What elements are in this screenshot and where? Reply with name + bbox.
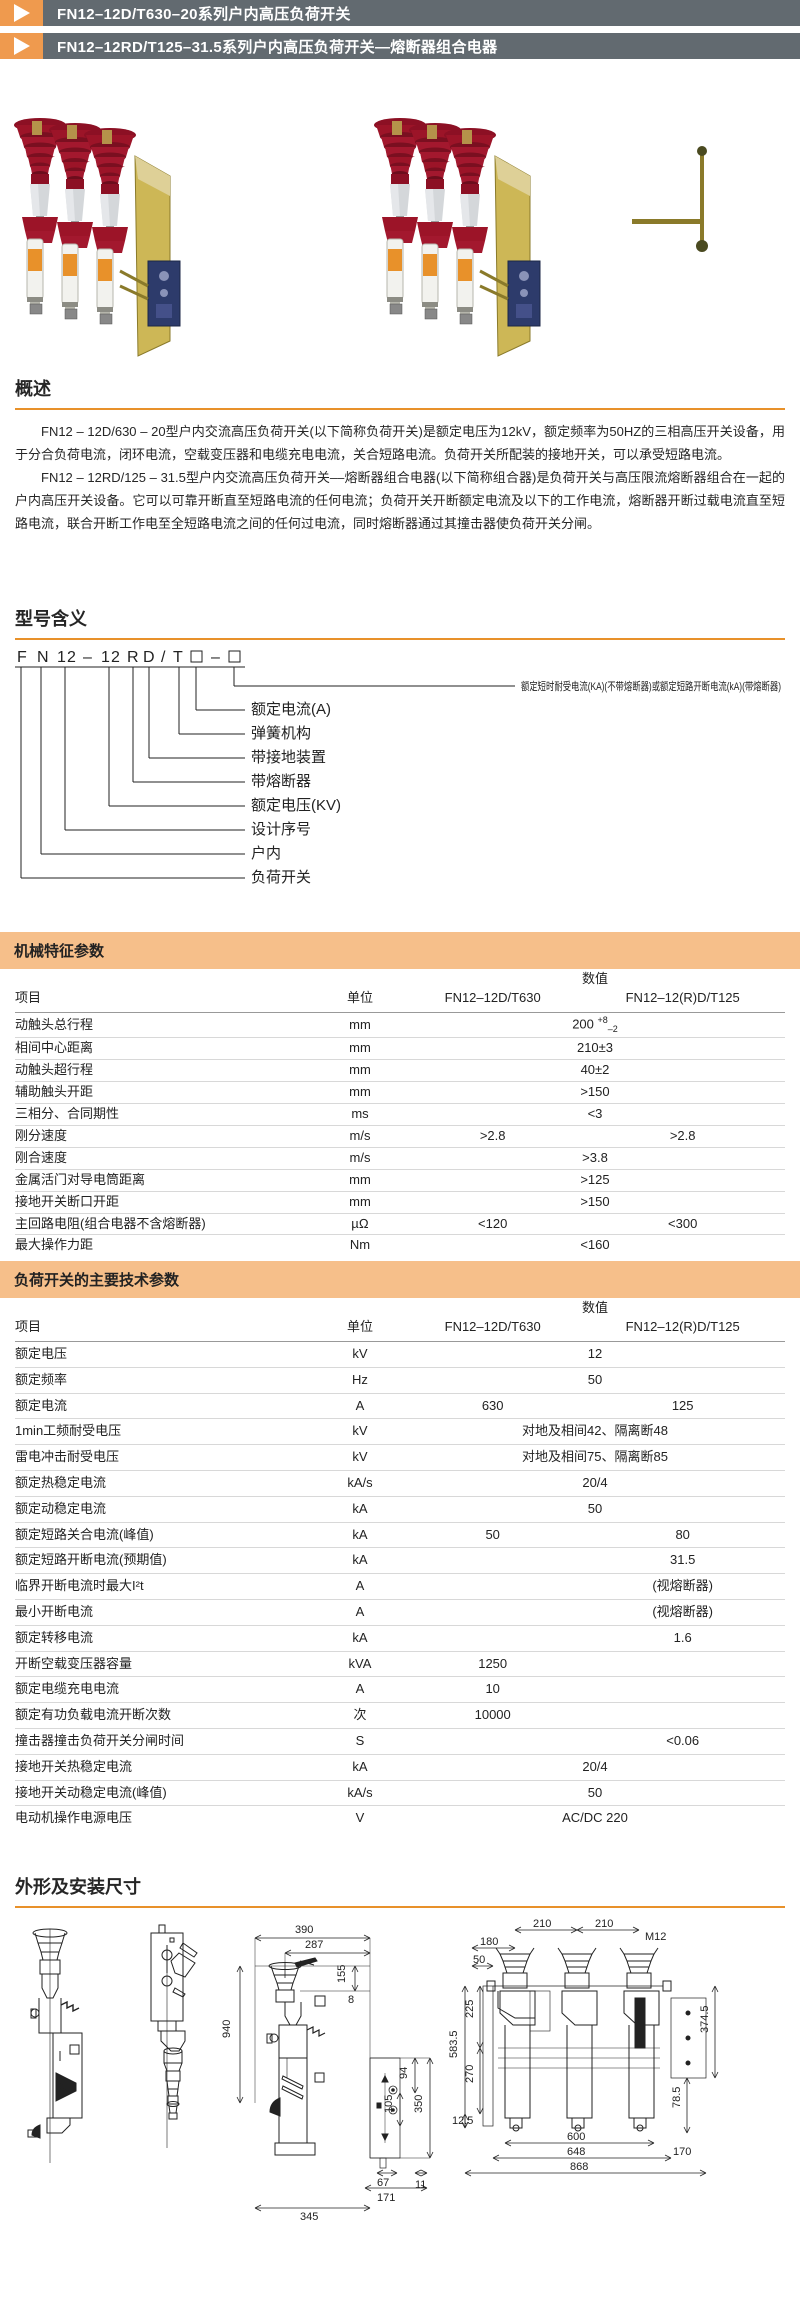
svg-text:210: 210 <box>595 1918 613 1930</box>
svg-text:侧面右操作: 侧面右操作 <box>37 2151 97 2166</box>
svg-text:210: 210 <box>533 1918 551 1930</box>
svg-text:170: 170 <box>673 2146 691 2158</box>
svg-text:940: 940 <box>221 2020 233 2038</box>
svg-text:12.5: 12.5 <box>452 2115 473 2127</box>
svg-text:侧面倒装左操作: 侧面倒装左操作 <box>153 2139 237 2154</box>
svg-text:180: 180 <box>480 1936 498 1948</box>
svg-text:M12: M12 <box>645 1931 666 1943</box>
svg-text:1: 1 <box>57 650 66 666</box>
svg-text:/: / <box>161 650 166 666</box>
svg-text:8: 8 <box>348 1994 354 2006</box>
svg-text:2: 2 <box>67 650 76 666</box>
svg-text:T: T <box>173 650 183 666</box>
svg-text:390: 390 <box>295 1924 313 1936</box>
svg-text:225: 225 <box>464 2000 476 2018</box>
svg-text:171: 171 <box>377 2192 395 2204</box>
svg-text:1: 1 <box>101 650 110 666</box>
svg-text:D: D <box>143 650 155 666</box>
svg-text:600: 600 <box>567 2131 585 2143</box>
svg-text:弹簧机构: 弹簧机构 <box>251 725 311 742</box>
svg-text:额定短时耐受电流(KA)(不带熔断器)或额定短路开断电流(k: 额定短时耐受电流(KA)(不带熔断器)或额定短路开断电流(kA)(带熔断器) <box>521 679 781 693</box>
svg-text:67: 67 <box>377 2177 389 2189</box>
svg-text:额定电流(A): 额定电流(A) <box>251 701 331 718</box>
svg-text:583.5: 583.5 <box>448 2031 460 2059</box>
svg-text:–: – <box>83 650 92 666</box>
svg-text:94: 94 <box>398 2067 410 2079</box>
svg-text:带熔断器: 带熔断器 <box>251 773 311 790</box>
svg-text:270: 270 <box>464 2065 476 2083</box>
svg-text:带接地装置: 带接地装置 <box>251 749 326 766</box>
svg-text:50: 50 <box>473 1954 485 1966</box>
svg-text:额定电压(KV): 额定电压(KV) <box>251 797 341 814</box>
svg-text:374.5: 374.5 <box>699 2006 711 2034</box>
svg-text:78.5: 78.5 <box>671 2087 683 2108</box>
svg-text:155: 155 <box>336 1965 348 1983</box>
svg-text:2: 2 <box>111 650 120 666</box>
svg-text:868: 868 <box>570 2161 588 2173</box>
svg-text:–: – <box>211 650 220 666</box>
svg-text:345: 345 <box>300 2211 318 2223</box>
svg-text:负荷开关: 负荷开关 <box>251 869 311 886</box>
svg-text:设计序号: 设计序号 <box>251 821 311 838</box>
svg-text:350: 350 <box>413 2095 425 2113</box>
svg-text:R: R <box>127 650 139 666</box>
svg-text:648: 648 <box>567 2146 585 2158</box>
svg-text:N: N <box>37 650 49 666</box>
svg-text:F: F <box>17 650 27 666</box>
svg-text:户内: 户内 <box>251 845 281 862</box>
svg-text:287: 287 <box>305 1939 323 1951</box>
